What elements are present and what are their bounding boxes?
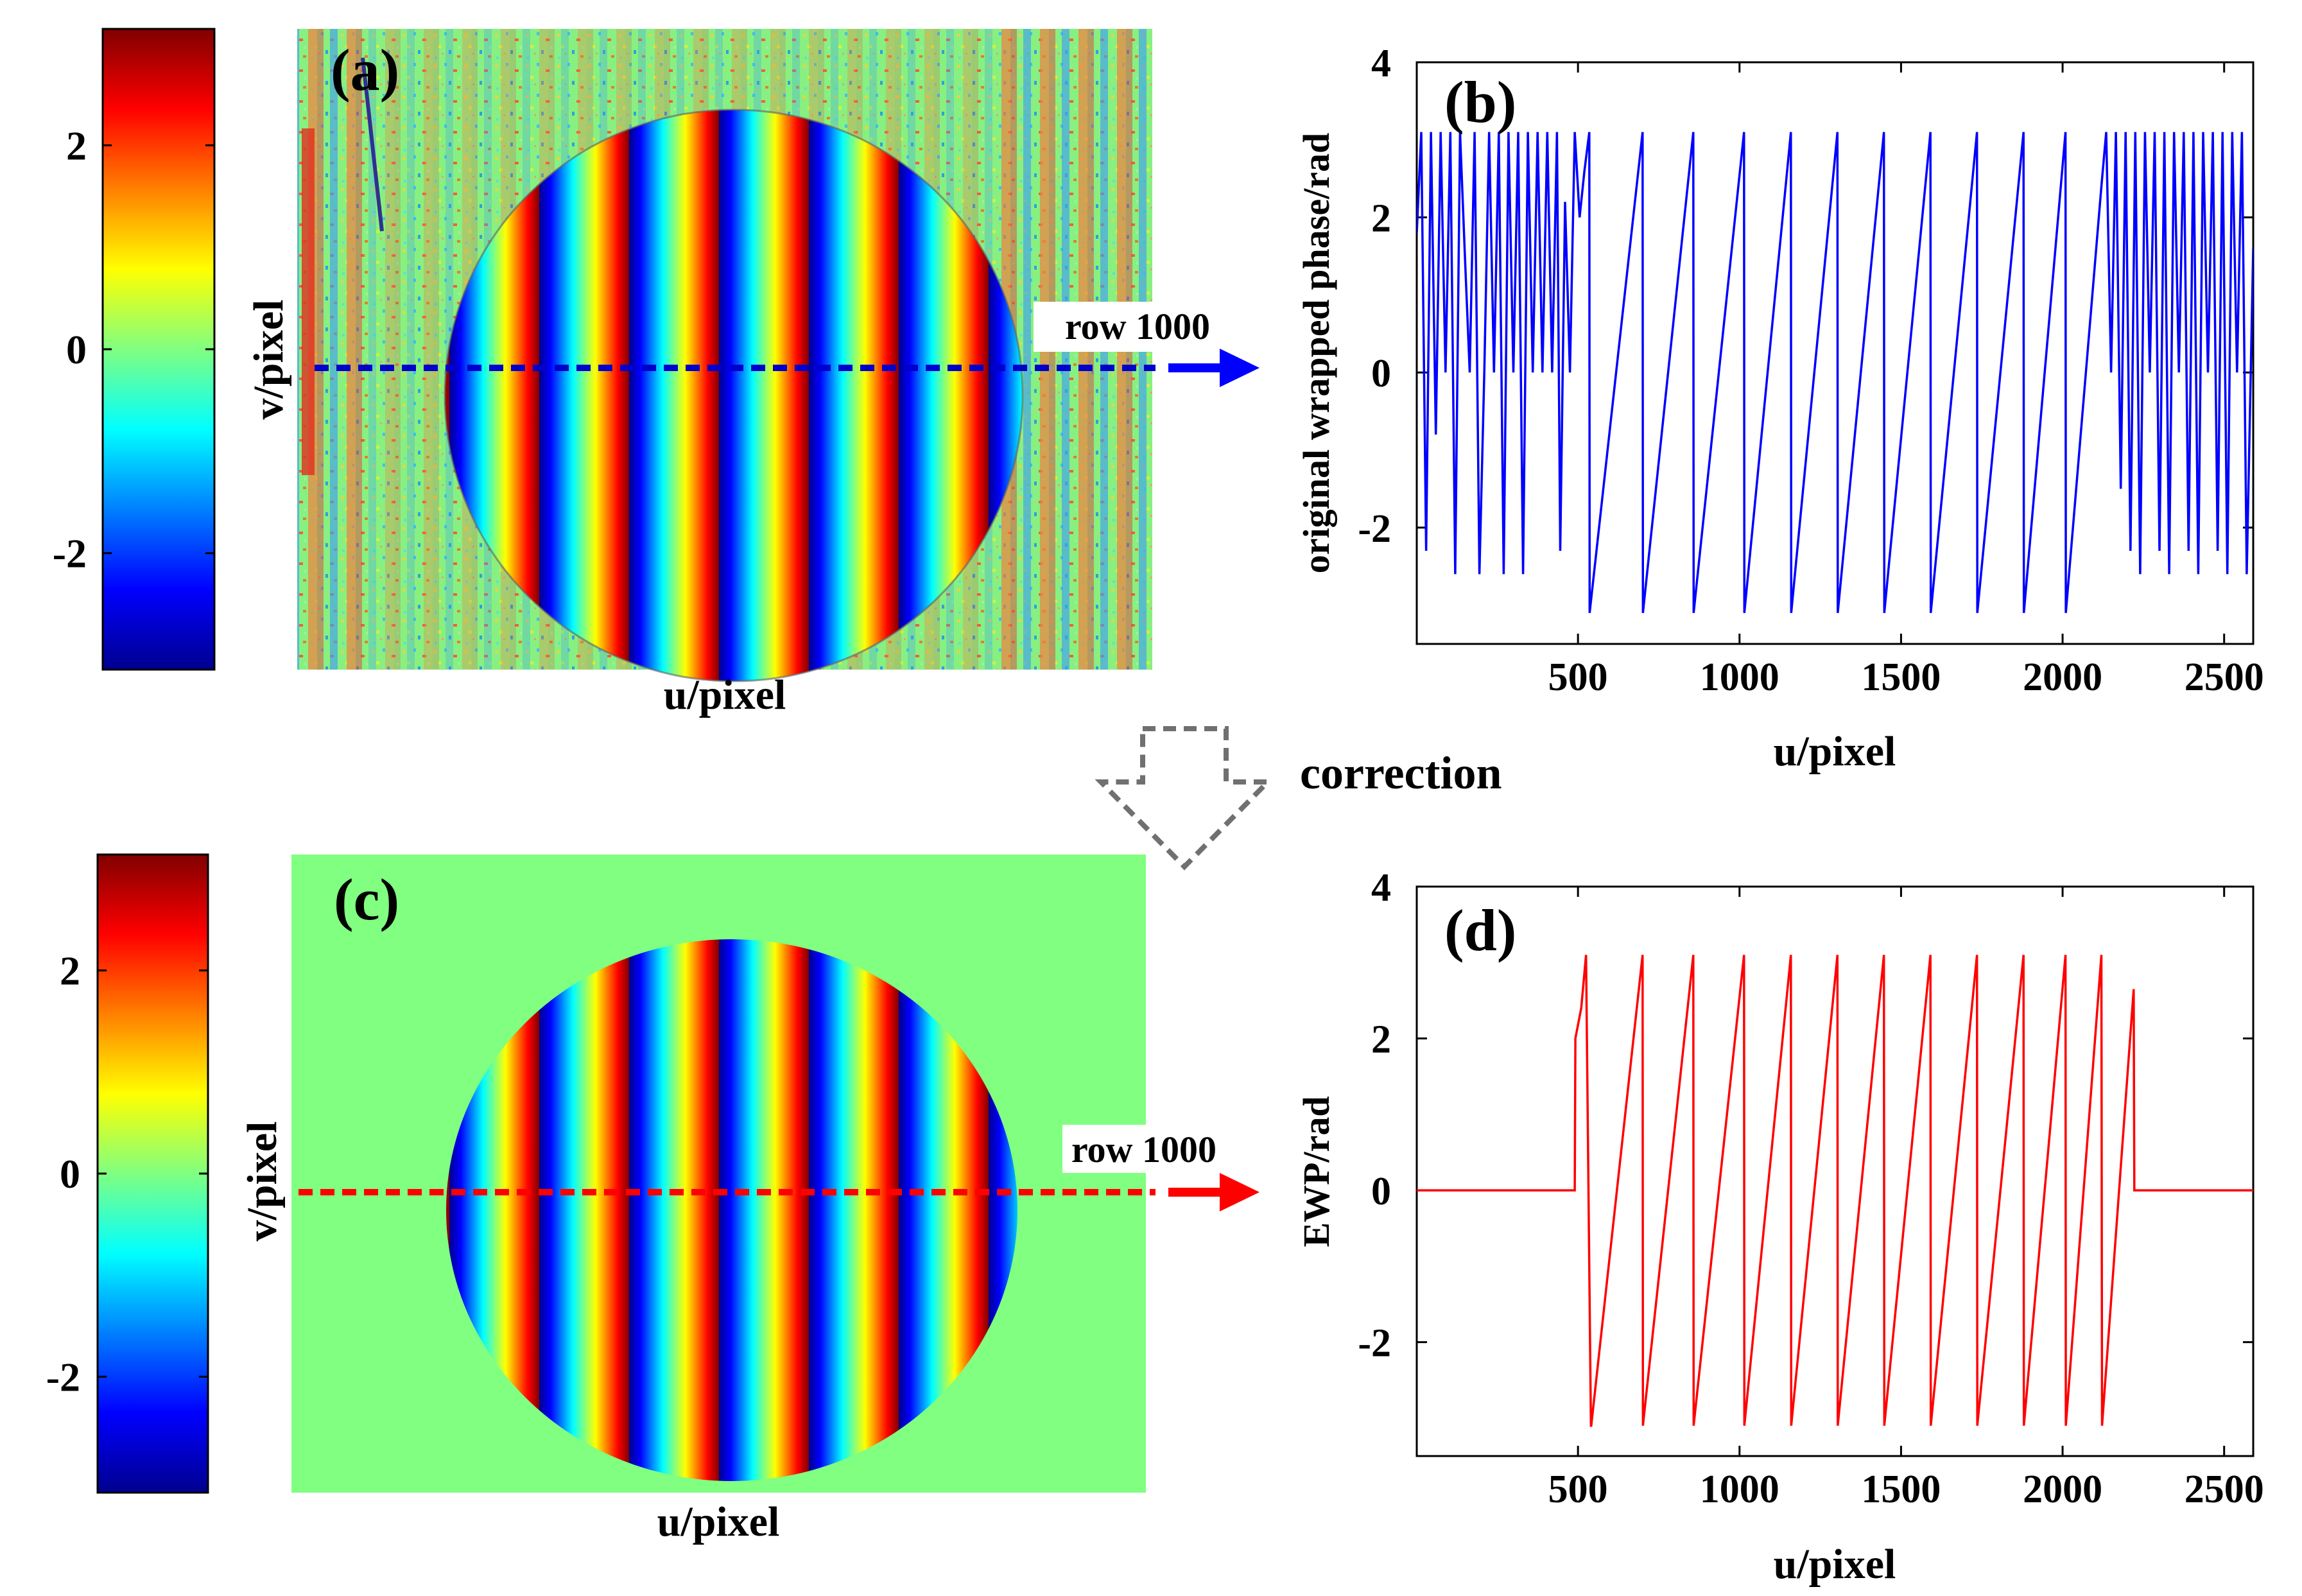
y-tick-label: -2 <box>1358 507 1391 551</box>
panel-b-xlabel: u/pixel <box>1774 728 1896 775</box>
panel-c-row-label-box <box>1062 1125 1249 1173</box>
colorbar-bottom: 2 0 -2 <box>46 853 209 1494</box>
y-tick-label: 0 <box>1371 352 1391 395</box>
panel-b-label: (b) <box>1444 69 1516 135</box>
x-tick-label: 500 <box>1548 1468 1608 1511</box>
colorbar-tick-label: 2 <box>66 123 87 168</box>
y-tick-label: 0 <box>1371 1170 1391 1213</box>
x-tick-label: 1000 <box>1700 655 1779 699</box>
x-tick-label: 2500 <box>2185 1468 2264 1511</box>
panel-a-row-label: row 1000 <box>1065 306 1210 347</box>
x-tick-label: 1500 <box>1861 655 1941 699</box>
colorbar-tick-label: -2 <box>46 1354 80 1400</box>
x-tick-label: 1500 <box>1861 1468 1941 1511</box>
panel-a-xlabel: u/pixel <box>664 672 786 718</box>
panel-d-chart: 500 1000 1500 2000 2500 -2 0 2 4 (d) EWP/rad u/p… <box>1295 866 2264 1588</box>
panel-c-image <box>291 854 1146 1493</box>
panel-d-xlabel: u/pixel <box>1774 1541 1896 1588</box>
y-tick-label: 2 <box>1371 1018 1391 1062</box>
colorbar-tick-label: 0 <box>60 1151 80 1197</box>
panel-a-row-label-box <box>1034 302 1242 352</box>
panel-a-ylabel: v/pixel <box>245 299 292 419</box>
x-tick-label: 1000 <box>1700 1468 1779 1511</box>
panel-a-label: (a) <box>331 37 399 103</box>
y-tick-label: 4 <box>1371 42 1391 85</box>
y-tick-label: -2 <box>1358 1322 1391 1366</box>
panel-c-ylabel: v/pixel <box>239 1121 286 1241</box>
x-tick-label: 2000 <box>2023 655 2102 699</box>
correction-label: correction <box>1300 747 1502 799</box>
colorbar-gradient <box>101 28 216 671</box>
correction-arrow <box>1095 726 1274 871</box>
x-tick-label: 2500 <box>2185 655 2264 699</box>
series-line <box>1417 132 2253 613</box>
panel-b-ylabel: original wrapped phase/rad <box>1295 133 1337 573</box>
series-line <box>1417 955 2253 1427</box>
y-tick-label: 4 <box>1371 866 1391 910</box>
panel-c-xlabel: u/pixel <box>657 1498 780 1545</box>
panel-c-row-label: row 1000 <box>1071 1129 1216 1170</box>
panel-c-label: (c) <box>334 867 399 932</box>
panel-b-chart: 500 1000 1500 2000 2500 -2 0 2 4 (b) original wr… <box>1295 42 2264 775</box>
y-tick-label: 2 <box>1371 197 1391 241</box>
panel-a-arrow <box>1168 349 1259 387</box>
panel-d-label: (d) <box>1444 898 1516 963</box>
colorbar-top: 2 0 -2 <box>53 28 216 671</box>
x-tick-label: 2000 <box>2023 1468 2102 1511</box>
colorbar-tick-label: -2 <box>53 531 87 577</box>
panel-c-arrow <box>1168 1173 1259 1211</box>
colorbar-gradient <box>96 853 209 1494</box>
panel-d-ylabel: EWP/rad <box>1295 1096 1337 1247</box>
x-tick-label: 500 <box>1548 655 1608 699</box>
colorbar-tick-label: 0 <box>66 327 87 372</box>
panel-a-image <box>297 29 1152 682</box>
colorbar-tick-label: 2 <box>60 948 80 994</box>
